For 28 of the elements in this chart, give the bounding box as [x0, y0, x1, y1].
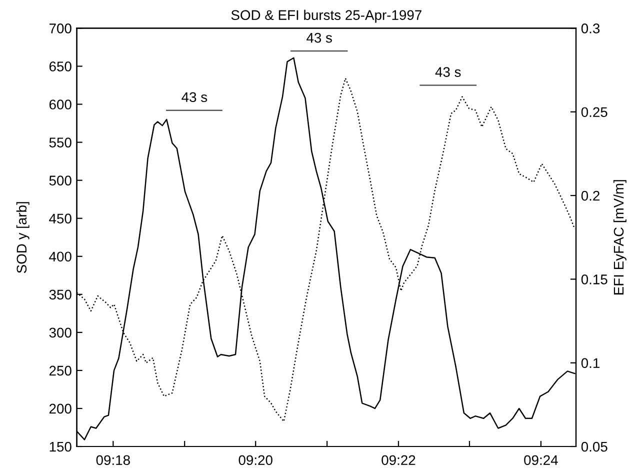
y-tick-label: 400	[49, 252, 72, 262]
y-tick-label: 200	[49, 404, 72, 414]
y-tick-label: 350	[49, 290, 72, 300]
y-tick-label: 450	[49, 214, 72, 224]
annotation: 43 s	[306, 32, 332, 43]
y-tick-label: 150	[50, 442, 72, 452]
y2-tick-label: 0.3	[581, 24, 600, 34]
x-tick-label: 09:24	[524, 455, 558, 466]
y-tick-label: 500	[49, 176, 72, 186]
y2-axis-title: EFI EyFAC [mV/m]	[613, 180, 626, 294]
x-tick-label: 09:18	[96, 455, 130, 466]
y2-tick-label: 0.05	[581, 442, 608, 452]
y-tick-label: 250	[49, 366, 72, 376]
y-tick-label: 650	[49, 62, 72, 72]
chart-title: SOD & EFI bursts 25-Apr-1997	[231, 10, 422, 23]
y-tick-label: 700	[49, 24, 72, 34]
y2-tick-label: 0.2	[581, 190, 600, 201]
x-tick-label: 09:22	[382, 455, 416, 466]
y2-tick-label: 0.25	[581, 107, 608, 118]
y-tick-label: 300	[49, 328, 72, 338]
y-axis-title: SOD y [arb]	[16, 202, 30, 273]
y-tick-label: 600	[49, 100, 72, 110]
x-tick-label: 09:20	[238, 455, 272, 466]
annotation: 43 s	[182, 92, 208, 102]
annotation: 43 s	[435, 67, 461, 77]
y2-tick-label: 0.1	[581, 358, 600, 368]
y2-tick-label: 0.15	[581, 274, 608, 284]
y-tick-label: 550	[49, 138, 72, 148]
